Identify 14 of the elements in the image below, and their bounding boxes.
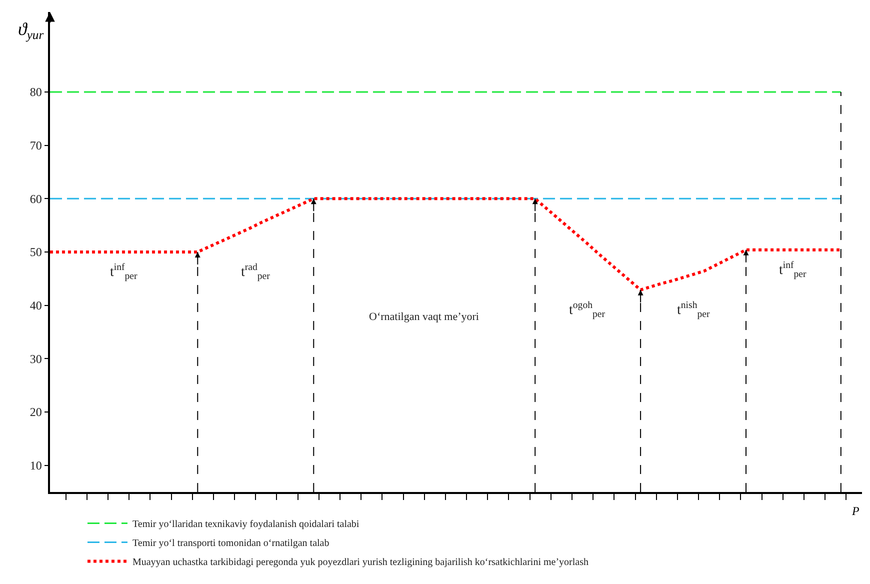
y-tick-label: 20 [30,405,42,420]
y-tick-label: 80 [30,85,42,100]
y-axis-title: ϑ$_{yur}$ [18,19,44,42]
y-tick-label: 30 [30,352,42,366]
legend-label: Muayyan uchastka tarkibidagi peregonda yuk poyezdlari yurish tezligining bajarilish ko‘rsatkichlarini me’yorlash [132,557,588,568]
annotation: O‘rnatilgan vaqt me’yori [369,311,479,323]
y-tick-label: 60 [30,192,42,206]
legend-label: Temir yo‘l transporti tomonidan o‘rnatilgan talab [132,538,330,550]
y-tick-label: 40 [30,298,42,313]
x-axis-title: P [851,504,860,518]
y-tick-label: 50 [30,245,42,260]
y-tick-label: 70 [30,138,42,153]
legend-label: Temir yo‘llaridan texnikaviy foydalanish qoidalari talabi [132,519,360,530]
y-tick-label: 10 [30,458,42,473]
